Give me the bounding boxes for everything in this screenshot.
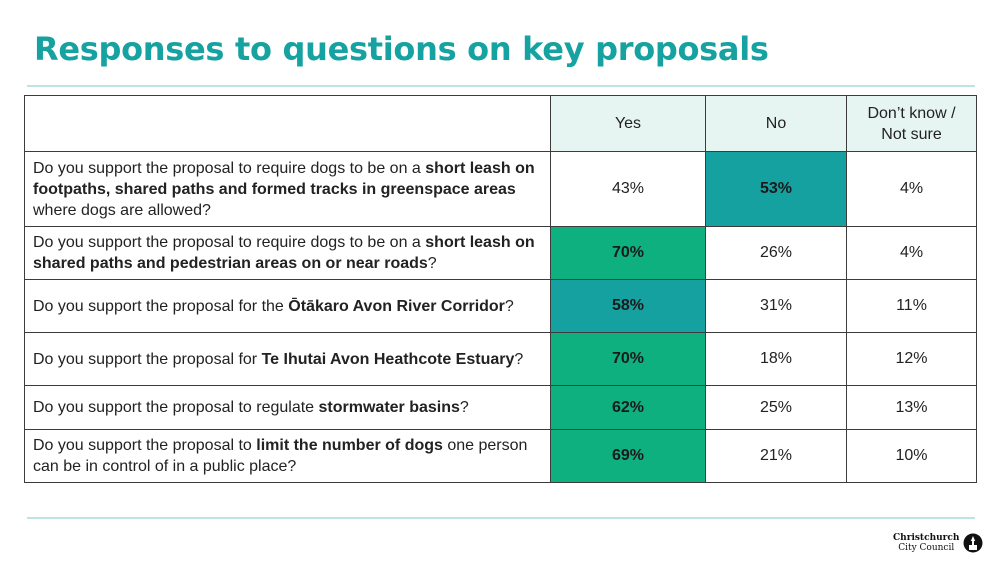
- council-logo-text: Christchurch City Council: [893, 533, 959, 553]
- yes-cell: 62%: [550, 385, 706, 430]
- question-emphasis: limit the number of dogs: [256, 437, 443, 454]
- table-header-row: Yes No Don’t know / Not sure: [24, 95, 977, 152]
- dont-know-cell: 10%: [846, 429, 977, 483]
- question-text: ?: [427, 255, 437, 272]
- yes-cell: 43%: [550, 151, 706, 227]
- yes-cell: 70%: [550, 226, 706, 280]
- no-cell: 18%: [705, 332, 847, 386]
- dont-know-cell: 13%: [846, 385, 977, 430]
- header-no: No: [705, 95, 847, 152]
- question-emphasis: stormwater basins: [318, 399, 460, 416]
- table-row: Do you support the proposal to regulate …: [24, 385, 977, 430]
- question-text: where dogs are allowed?: [33, 201, 211, 219]
- dont-know-cell: 11%: [846, 279, 977, 333]
- header-dont-know: Don’t know / Not sure: [846, 95, 977, 152]
- question-cell: Do you support the proposal for Te Ihuta…: [24, 332, 551, 386]
- slide-title: Responses to questions on key proposals: [34, 30, 769, 68]
- title-divider: [27, 85, 975, 87]
- dont-know-cell: 4%: [846, 151, 977, 227]
- yes-cell: 58%: [550, 279, 706, 333]
- question-text: ?: [459, 399, 469, 416]
- logo-line-2: City Council: [898, 543, 955, 553]
- question-text: Do you support the proposal to require d…: [33, 234, 426, 251]
- question-emphasis: short leash on shared paths and pedestri…: [33, 234, 535, 272]
- question-emphasis: Ōtākaro Avon River Corridor: [288, 297, 505, 315]
- header-blank-cell: [24, 95, 551, 152]
- table-row: Do you support the proposal to require d…: [24, 151, 977, 227]
- footer-divider: [27, 517, 975, 519]
- question-text: Do you support the proposal for the: [33, 297, 289, 315]
- question-emphasis: Te Ihutai Avon Heathcote Estuary: [261, 350, 515, 368]
- logo-line-1: Christchurch: [893, 533, 960, 543]
- dont-know-cell: 12%: [846, 332, 977, 386]
- question-cell: Do you support the proposal to require d…: [24, 226, 551, 280]
- council-logo: Christchurch City Council: [893, 532, 983, 554]
- table-row: Do you support the proposal for the Ōtāk…: [24, 279, 977, 333]
- question-cell: Do you support the proposal to regulate …: [24, 385, 551, 430]
- table-row: Do you support the proposal for Te Ihuta…: [24, 332, 977, 386]
- header-yes: Yes: [550, 95, 706, 152]
- question-cell: Do you support the proposal to limit the…: [24, 429, 551, 483]
- question-text: Do you support the proposal to regulate: [33, 399, 319, 416]
- question-text: Do you support the proposal to require d…: [33, 159, 426, 177]
- responses-table: Yes No Don’t know / Not sure Do you supp…: [24, 95, 977, 483]
- no-cell: 53%: [705, 151, 847, 227]
- question-text: ?: [514, 350, 524, 368]
- question-cell: Do you support the proposal for the Ōtāk…: [24, 279, 551, 333]
- question-text: ?: [504, 297, 514, 315]
- no-cell: 21%: [705, 429, 847, 483]
- question-text: one person can be in control of in a pub…: [33, 437, 528, 475]
- table-row: Do you support the proposal to require d…: [24, 226, 977, 280]
- no-cell: 26%: [705, 226, 847, 280]
- yes-cell: 70%: [550, 332, 706, 386]
- no-cell: 25%: [705, 385, 847, 430]
- yes-cell: 69%: [550, 429, 706, 483]
- question-emphasis: short leash on footpaths, shared paths a…: [33, 159, 535, 198]
- question-text: Do you support the proposal for: [33, 350, 262, 368]
- no-cell: 31%: [705, 279, 847, 333]
- question-cell: Do you support the proposal to require d…: [24, 151, 551, 227]
- table-row: Do you support the proposal to limit the…: [24, 429, 977, 483]
- cathedral-roundel-icon: [963, 533, 983, 553]
- question-text: Do you support the proposal to: [33, 437, 257, 454]
- dont-know-cell: 4%: [846, 226, 977, 280]
